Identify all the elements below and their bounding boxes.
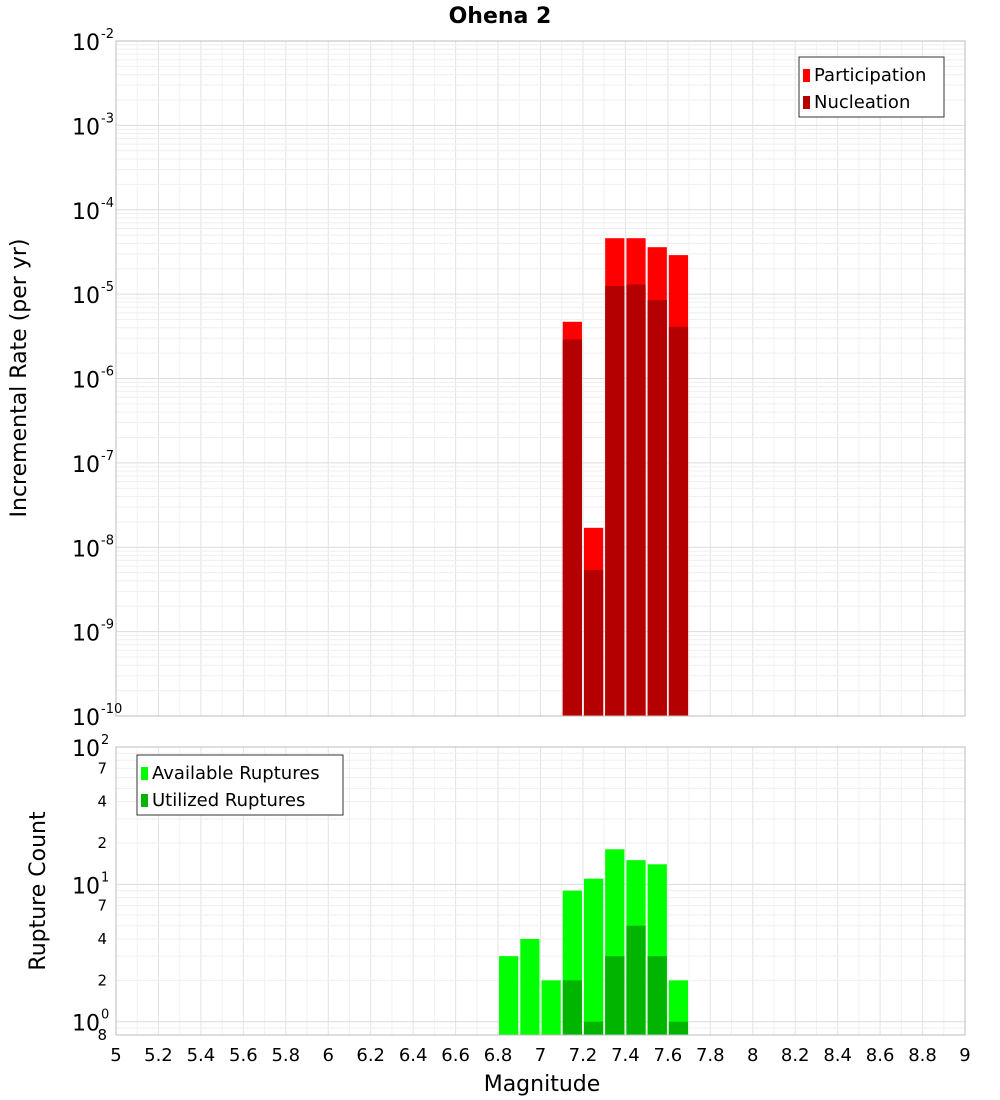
top-legend-swatch (803, 96, 810, 109)
x-tick-label: 5.6 (229, 1045, 258, 1066)
top-y-tick-exponent: -6 (101, 365, 114, 380)
bottom-legend-swatch (141, 794, 148, 807)
x-tick-label: 7.4 (611, 1045, 640, 1066)
bottom-y-minor-tick: 4 (97, 930, 107, 948)
bottom-y-minor-tick: 4 (97, 793, 107, 811)
top-bar (647, 300, 667, 716)
top-y-tick-base: 10 (72, 453, 100, 478)
top-y-tick-base: 10 (72, 622, 100, 647)
x-axis-label: Magnitude (484, 1072, 601, 1097)
bottom-y-tick-base: 10 (72, 874, 100, 899)
top-y-tick-base: 10 (72, 200, 100, 225)
x-tick-label: 6.8 (484, 1045, 513, 1066)
bottom-legend: Available Ruptures Utilized Ruptures (136, 754, 344, 816)
x-tick-label: 7.6 (654, 1045, 683, 1066)
top-legend-box (798, 56, 945, 118)
bottom-y-minor-tick: 2 (97, 834, 107, 852)
top-legend-swatch (803, 69, 810, 82)
x-tick-label: 7.2 (569, 1045, 598, 1066)
x-tick-label: 5 (110, 1045, 121, 1066)
top-y-tick-exponent: -10 (101, 702, 122, 717)
x-tick-label: 8 (747, 1045, 758, 1066)
top-bar (668, 326, 689, 716)
bottom-y-tick-exponent: 1 (101, 870, 109, 885)
bottom-y-minor-tick: 8 (97, 1026, 107, 1044)
bottom-bar (541, 980, 561, 1035)
top-y-tick-base: 10 (72, 284, 100, 309)
top-y-tick-base: 10 (72, 706, 100, 731)
bottom-bar (583, 1021, 604, 1035)
top-bar (626, 284, 646, 716)
bottom-y-tick-base: 10 (72, 737, 100, 762)
chart-title: Ohena 2 (449, 4, 552, 29)
top-bar (583, 569, 604, 716)
bottom-y-tick-exponent: 0 (101, 1008, 109, 1023)
top-y-tick-base: 10 (72, 31, 100, 56)
bottom-y-minor-tick: 7 (97, 897, 107, 915)
top-y-tick-base: 10 (72, 537, 100, 562)
top-y-tick-exponent: -2 (101, 27, 114, 42)
bottom-bar (520, 939, 540, 1035)
bottom-bar (562, 980, 582, 1035)
bottom-plot-frame (115, 746, 966, 1036)
bottom-legend-label: Available Ruptures (152, 763, 320, 784)
top-y-axis-label: Incremental Rate (per yr) (7, 239, 32, 518)
x-tick-label: 5.2 (144, 1045, 173, 1066)
bottom-legend-swatch (141, 767, 148, 780)
x-tick-label: 6.2 (356, 1045, 385, 1066)
x-tick-label: 8.8 (908, 1045, 937, 1066)
bottom-bar (668, 1021, 689, 1035)
bottom-bar (668, 980, 689, 1035)
top-plot-frame (115, 40, 966, 717)
top-y-tick-exponent: -8 (101, 533, 114, 548)
bottom-bar (499, 956, 519, 1035)
x-tick-label: 7.8 (696, 1045, 725, 1066)
top-y-tick-exponent: -5 (101, 280, 114, 295)
x-tick-label: 8.2 (781, 1045, 810, 1066)
bottom-y-tick-exponent: 2 (101, 733, 109, 748)
x-tick-label: 8.4 (823, 1045, 852, 1066)
x-tick-label: 6.6 (441, 1045, 470, 1066)
top-y-tick-base: 10 (72, 115, 100, 140)
top-legend-label: Participation (814, 65, 926, 86)
top-legend: Participation Nucleation (798, 56, 945, 118)
top-y-tick-exponent: -9 (101, 618, 114, 633)
top-bar (605, 285, 625, 716)
top-y-tick-base: 10 (72, 369, 100, 394)
bottom-bar (626, 925, 646, 1035)
top-y-tick-exponent: -3 (101, 111, 114, 126)
bottom-y-minor-tick: 7 (97, 759, 107, 777)
top-y-tick-exponent: -4 (101, 196, 114, 211)
top-series-nucleation (562, 284, 689, 716)
x-tick-label: 5.4 (187, 1045, 216, 1066)
x-tick-label: 6 (323, 1045, 334, 1066)
bottom-bar (647, 956, 667, 1035)
bottom-bar (605, 956, 625, 1035)
bottom-y-axis-label: Rupture Count (26, 811, 51, 971)
top-y-tick-exponent: -7 (101, 449, 114, 464)
bottom-legend-box (136, 754, 344, 816)
bottom-y-minor-tick: 2 (97, 971, 107, 989)
top-bar (562, 339, 582, 716)
x-tick-label: 7 (535, 1045, 546, 1066)
x-tick-label: 8.6 (866, 1045, 895, 1066)
x-tick-label: 6.4 (399, 1045, 428, 1066)
top-gridlines (116, 41, 966, 716)
bottom-series-utilized-ruptures (562, 925, 689, 1035)
top-legend-label: Nucleation (814, 92, 910, 113)
bottom-y-tick-base: 10 (72, 1012, 100, 1037)
bottom-legend-label: Utilized Ruptures (152, 790, 305, 811)
bottom-bar (583, 878, 604, 1035)
x-tick-label: 5.8 (271, 1045, 300, 1066)
x-tick-label: 9 (959, 1045, 970, 1066)
